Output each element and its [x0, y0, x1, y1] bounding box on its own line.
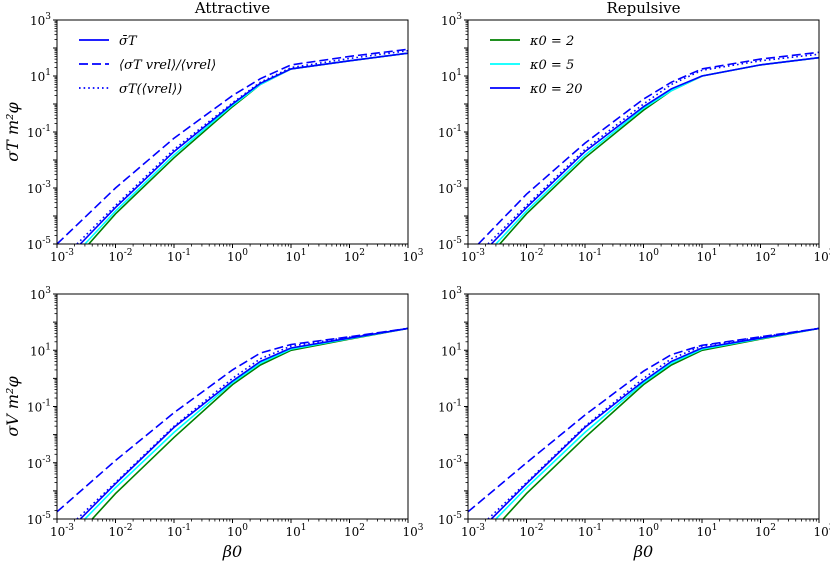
y-tick-label: 10-3	[438, 180, 462, 196]
series-line-4	[477, 51, 819, 244]
legend: κ0 = 2 κ0 = 5 κ0 = 20	[490, 34, 583, 97]
y-tick-label: 10-5	[27, 236, 51, 252]
legend-label: σ̄T	[119, 34, 138, 49]
series-line-3	[79, 327, 408, 519]
x-tick-label: 10-3	[461, 248, 485, 264]
axes-frame	[467, 293, 820, 520]
series-line-5	[76, 327, 408, 519]
legend-label: κ0 = 2	[529, 34, 574, 49]
series-line-5	[487, 327, 819, 519]
series-line-5	[487, 53, 819, 244]
series-line-3	[490, 327, 819, 519]
series-line-4	[468, 327, 819, 513]
y-tick-label: 101	[30, 68, 51, 84]
legend-label: κ0 = 20	[529, 82, 583, 97]
x-axis-label: β0	[222, 542, 242, 561]
chart-panel-3: 10-3 10-2 10-1 100 101 102 10310-510-310-11011…	[3, 286, 424, 561]
y-tick-label: 10-3	[27, 180, 51, 196]
series-line-2	[495, 327, 819, 519]
x-tick-label: 101	[696, 248, 717, 264]
y-tick-label: 101	[30, 342, 51, 358]
x-tick-label: 10-1	[578, 248, 602, 264]
x-tick-label: 100	[227, 248, 248, 264]
series-line-4	[57, 48, 408, 244]
x-tick-label: 10-2	[108, 523, 132, 539]
series-line-1	[502, 327, 819, 519]
series-line-4	[57, 327, 408, 513]
y-tick-label: 103	[30, 12, 51, 28]
x-tick-label: 100	[638, 523, 659, 539]
y-tick-label: 10-1	[438, 124, 462, 140]
x-tick-label: 103	[813, 523, 830, 539]
y-tick-label: 103	[30, 286, 51, 302]
x-tick-label: 10-3	[50, 523, 74, 539]
legend-label: κ0 = 5	[529, 58, 574, 73]
y-tick-label: 101	[441, 68, 462, 84]
series-line-2	[84, 327, 408, 519]
x-tick-label: 103	[813, 248, 830, 264]
x-tick-label: 103	[402, 248, 423, 264]
x-tick-label: 101	[285, 248, 306, 264]
series-group	[477, 51, 819, 244]
y-tick-label: 103	[441, 12, 462, 28]
x-tick-label: 100	[227, 523, 248, 539]
x-tick-label: 10-2	[519, 523, 543, 539]
series-group	[57, 327, 408, 519]
y-tick-label: 10-3	[27, 455, 51, 471]
x-tick-label: 101	[696, 523, 717, 539]
legend-label: ⟨σT vrel⟩/⟨vrel⟩	[119, 58, 216, 73]
y-tick-label: 10-5	[438, 511, 462, 527]
series-line-1	[91, 327, 408, 519]
y-tick-label: 10-1	[27, 124, 51, 140]
x-tick-label: 100	[638, 248, 659, 264]
x-tick-label: 10-1	[167, 248, 191, 264]
y-tick-label: 101	[441, 342, 462, 358]
x-tick-label: 10-2	[519, 248, 543, 264]
legend: σ̄T ⟨σT vrel⟩/⟨vrel⟩ σT(⟨vrel⟩)	[79, 34, 216, 97]
chart-panel-1: 10-3 10-2 10-1 100 101 102 10310-510-310-11011…	[3, 0, 424, 264]
chart-title: Attractive	[194, 0, 270, 17]
x-tick-label: 102	[344, 523, 365, 539]
x-tick-label: 102	[755, 248, 776, 264]
x-axis-label: β0	[633, 542, 653, 561]
series-line-3	[490, 56, 819, 244]
x-tick-label: 10-3	[50, 248, 74, 264]
x-tick-label: 102	[755, 523, 776, 539]
series-group	[468, 327, 819, 519]
y-tick-label: 10-3	[438, 455, 462, 471]
x-tick-label: 101	[285, 523, 306, 539]
chart-panel-4: 10-310-210-110010110210310-510-310-11011…	[438, 286, 830, 561]
y-tick-label: 10-5	[27, 511, 51, 527]
series-group	[57, 48, 408, 244]
x-tick-label: 10-3	[461, 523, 485, 539]
y-axis-label: σV m²φ	[3, 376, 22, 437]
chart-title: Repulsive	[606, 0, 680, 17]
series-line-5	[76, 49, 408, 244]
y-tick-label: 10-5	[438, 236, 462, 252]
y-tick-label: 103	[441, 286, 462, 302]
x-tick-label: 10-1	[578, 523, 602, 539]
chart-panel-2: 10-310-210-110010110210310-510-310-11011…	[438, 0, 830, 264]
x-tick-label: 103	[402, 523, 423, 539]
legend-label: σT(⟨vrel⟩)	[119, 82, 182, 97]
series-line-3	[79, 52, 408, 244]
x-tick-label: 10-2	[108, 248, 132, 264]
y-axis-label: σT m²φ	[3, 101, 22, 161]
y-tick-label: 10-1	[438, 399, 462, 415]
x-tick-label: 102	[344, 248, 365, 264]
x-tick-label: 10-1	[167, 523, 191, 539]
axes-frame	[56, 293, 409, 520]
y-tick-label: 10-1	[27, 399, 51, 415]
